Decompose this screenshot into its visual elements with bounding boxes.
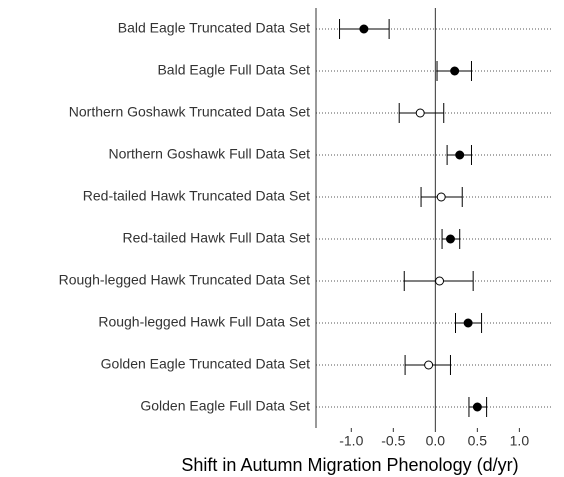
point xyxy=(445,234,455,244)
y-tick-label: Golden Eagle Full Data Set xyxy=(140,398,310,414)
y-tick-label: Northern Goshawk Truncated Data Set xyxy=(69,104,310,120)
point xyxy=(359,24,369,34)
x-axis-label: Shift in Autumn Migration Phenology (d/y… xyxy=(181,455,518,475)
y-tick-label: Red-tailed Hawk Full Data Set xyxy=(122,230,310,246)
y-tick-label: Red-tailed Hawk Truncated Data Set xyxy=(83,188,310,204)
point xyxy=(436,192,446,202)
point xyxy=(472,402,482,412)
y-tick-label: Rough-legged Hawk Truncated Data Set xyxy=(59,272,310,288)
point xyxy=(435,276,445,286)
y-tick-label: Northern Goshawk Full Data Set xyxy=(108,146,310,162)
x-tick-label: -1.0 xyxy=(339,433,363,449)
y-tick-label: Rough-legged Hawk Full Data Set xyxy=(98,314,310,330)
point xyxy=(415,108,425,118)
y-tick-label: Bald Eagle Truncated Data Set xyxy=(118,20,310,36)
point xyxy=(463,318,473,328)
point xyxy=(450,66,460,76)
y-tick-label: Bald Eagle Full Data Set xyxy=(157,62,310,78)
point xyxy=(455,150,465,160)
x-tick-label: -0.5 xyxy=(381,433,405,449)
point xyxy=(424,360,434,370)
x-tick-label: 0.0 xyxy=(426,433,446,449)
x-tick-label: 1.0 xyxy=(510,433,530,449)
x-tick-label: 0.5 xyxy=(468,433,488,449)
y-tick-label: Golden Eagle Truncated Data Set xyxy=(101,356,310,372)
